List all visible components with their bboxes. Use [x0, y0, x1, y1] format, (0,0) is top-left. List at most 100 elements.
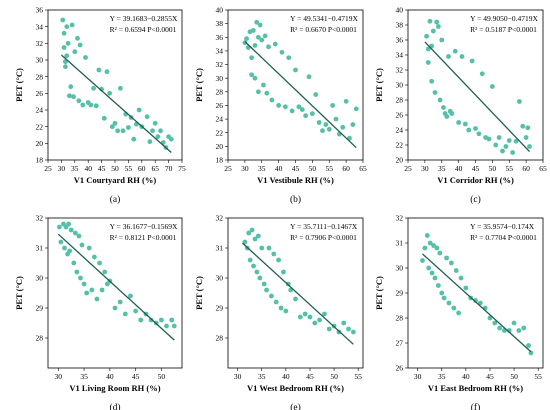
data-point — [462, 121, 468, 127]
data-point — [422, 245, 428, 251]
x-tick-label: 60 — [522, 164, 530, 173]
data-point — [247, 257, 253, 263]
data-point — [67, 248, 73, 254]
data-point — [503, 144, 509, 149]
y-axis-label: PET (°C) — [374, 68, 384, 102]
y-tick-label: 31 — [396, 239, 404, 248]
data-point — [249, 227, 255, 233]
data-point — [122, 311, 128, 317]
data-point — [104, 69, 110, 75]
x-tick-label: 45 — [132, 372, 140, 381]
data-point — [340, 124, 346, 130]
y-tick-label: 31 — [36, 244, 44, 253]
data-point — [148, 317, 154, 323]
data-point — [61, 45, 67, 50]
data-point — [449, 111, 455, 116]
data-point — [66, 221, 72, 227]
data-point — [293, 67, 298, 73]
data-point — [521, 325, 527, 331]
y-tick-label: 26 — [216, 101, 224, 110]
data-point — [456, 310, 462, 316]
x-tick-label: 55 — [534, 372, 542, 381]
data-point — [83, 55, 88, 60]
data-point — [101, 115, 107, 121]
data-point — [520, 123, 526, 129]
data-point — [343, 98, 349, 104]
y-tick-label: 28 — [396, 96, 404, 105]
data-point — [131, 136, 137, 142]
data-point — [252, 75, 258, 81]
data-point — [444, 255, 449, 261]
x-tick-label: 35 — [71, 164, 79, 173]
y-tick-label: 34 — [216, 47, 224, 56]
data-point — [115, 128, 121, 134]
y-tick-label: 30 — [216, 274, 224, 283]
data-point — [492, 320, 498, 326]
data-point — [252, 43, 258, 48]
x-tick-label: 65 — [539, 164, 547, 173]
data-point — [497, 325, 503, 331]
x-tick-label: 35 — [438, 372, 446, 381]
y-tick-label: 28 — [36, 72, 44, 81]
data-point — [96, 67, 102, 73]
x-tick-label: 25 — [44, 164, 52, 173]
data-point — [78, 275, 83, 281]
x-tick-label: 50 — [489, 164, 497, 173]
data-point — [117, 299, 123, 305]
data-point — [469, 58, 475, 64]
chart-panel-1: 25 30 35 40 45 50 55 60 65 70 75 18 20 22 24 26 28 30 32 34… — [14, 6, 186, 205]
data-point — [434, 19, 440, 25]
data-point — [322, 311, 327, 317]
x-tick-label: 50 — [158, 372, 166, 381]
x-tick-label: 30 — [234, 372, 242, 381]
data-point — [479, 71, 485, 77]
data-point — [426, 265, 432, 271]
data-point — [255, 34, 261, 40]
y-tick-label: 20 — [396, 156, 404, 165]
x-tick-label: 50 — [330, 372, 338, 381]
data-point — [68, 227, 74, 233]
y-tick-label: 30 — [396, 264, 404, 273]
data-point — [424, 33, 429, 39]
data-point — [97, 260, 102, 266]
y-axis-label: PET (°C) — [14, 68, 24, 102]
y-tick-label: 30 — [396, 81, 404, 90]
panel-label: (b) — [290, 194, 301, 205]
data-point — [511, 320, 517, 326]
y-tick-label: 34 — [396, 51, 404, 60]
data-point — [506, 138, 512, 143]
y-axis-label: PET (°C) — [374, 276, 384, 310]
x-tick-label: 50 — [111, 164, 119, 173]
data-point — [58, 239, 64, 245]
y-tick-label: 26 — [36, 89, 44, 98]
x-tick-label: 35 — [258, 164, 266, 173]
data-point — [424, 233, 430, 238]
x-tick-label: 30 — [58, 164, 66, 173]
data-point — [279, 49, 285, 55]
data-point — [112, 120, 118, 126]
regression-equation: Y = 35.9574−0.174X — [470, 222, 535, 231]
y-tick-label: 18 — [216, 156, 224, 165]
regression-line — [57, 233, 175, 341]
x-tick-label: 45 — [306, 372, 314, 381]
data-point — [444, 114, 450, 119]
y-axis-label: PET (°C) — [194, 276, 204, 310]
x-tick-label: 30 — [421, 164, 429, 173]
x-tick-label: 70 — [165, 164, 173, 173]
data-point — [429, 270, 435, 276]
y-tick-label: 31 — [216, 244, 224, 253]
data-point — [164, 323, 169, 329]
data-point — [117, 85, 123, 91]
x-axis-label: V1 Living Room RH (%) — [69, 383, 160, 393]
data-point — [272, 41, 278, 47]
data-point — [69, 22, 75, 28]
data-point — [353, 106, 359, 112]
data-point — [261, 281, 267, 287]
y-tick-label: 32 — [36, 39, 44, 48]
data-point — [296, 104, 302, 110]
data-point — [102, 269, 108, 275]
data-point — [72, 49, 78, 55]
chart-panel-5: 30 35 40 45 50 55 28 29 30 31 32 Y = 35.7111−0.1467… — [194, 214, 364, 410]
data-point — [453, 268, 459, 273]
regression-equation: Y = 49.5341−0.4719X — [290, 14, 358, 23]
